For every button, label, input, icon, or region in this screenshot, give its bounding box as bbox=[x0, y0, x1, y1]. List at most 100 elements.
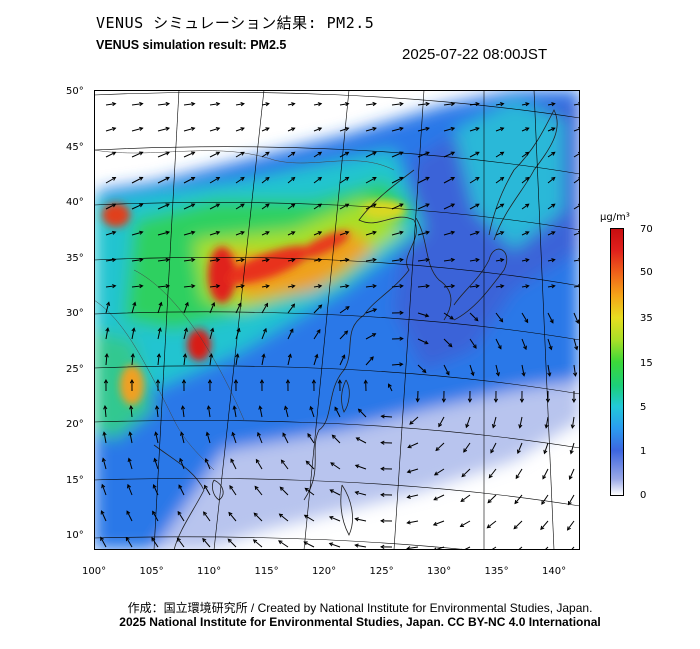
wind-arrow bbox=[129, 432, 133, 444]
wind-arrow-head bbox=[202, 537, 207, 543]
wind-arrow bbox=[469, 259, 479, 262]
wind-arrow bbox=[434, 468, 445, 476]
lat-label: 25° bbox=[66, 363, 84, 375]
wind-arrow bbox=[157, 177, 170, 184]
title-japanese: VENUS シミュレーション結果: PM2.5 bbox=[96, 14, 375, 32]
wind-arrow-head bbox=[165, 101, 171, 107]
wind-arrow-head bbox=[316, 328, 321, 334]
wind-arrow bbox=[261, 103, 269, 106]
wind-arrow-head bbox=[433, 547, 437, 550]
wind-arrow-head bbox=[258, 405, 263, 410]
wind-arrow-head bbox=[449, 315, 455, 320]
wind-arrow-head bbox=[157, 327, 162, 332]
wind-arrow-head bbox=[488, 474, 493, 479]
wind-arrow bbox=[105, 151, 116, 158]
wind-arrow-head bbox=[155, 379, 161, 384]
wind-arrow-head bbox=[111, 151, 117, 156]
wind-arrow bbox=[443, 338, 453, 347]
timestamp: 2025-07-22 08:00JST bbox=[402, 46, 548, 63]
wind-arrow-head bbox=[153, 457, 158, 463]
wind-arrow-head bbox=[500, 258, 505, 263]
wind-arrow-head bbox=[317, 284, 323, 289]
wind-arrow-head bbox=[433, 471, 439, 476]
wind-arrow-head bbox=[112, 284, 117, 289]
wind-arrow bbox=[261, 285, 269, 288]
wind-arrow bbox=[365, 231, 377, 236]
wind-arrow-head bbox=[450, 126, 456, 131]
wind-arrow bbox=[355, 464, 367, 470]
wind-arrow-head bbox=[254, 485, 259, 490]
wind-arrow bbox=[131, 354, 134, 366]
wind-arrow-head bbox=[542, 475, 547, 480]
wind-arrow bbox=[105, 354, 108, 366]
wind-arrow bbox=[495, 312, 503, 323]
wind-arrow-head bbox=[424, 340, 429, 345]
wind-arrow bbox=[570, 442, 575, 454]
colorbar-tick-label: 1 bbox=[640, 446, 647, 457]
wind-arrow bbox=[235, 285, 245, 288]
wind-arrow-head bbox=[525, 231, 530, 236]
wind-arrow-head bbox=[486, 524, 491, 529]
wind-arrow-head bbox=[103, 378, 109, 384]
wind-arrow-head bbox=[399, 126, 404, 131]
wind-arrow bbox=[209, 151, 220, 158]
wind-arrow bbox=[365, 308, 377, 314]
wind-arrow bbox=[339, 151, 349, 158]
wind-arrow bbox=[521, 103, 529, 106]
wind-arrow bbox=[209, 328, 214, 340]
wind-arrow bbox=[443, 127, 455, 132]
wind-arrow-head bbox=[372, 151, 377, 156]
wind-arrow-head bbox=[101, 483, 106, 489]
wind-arrow-head bbox=[470, 371, 475, 377]
wind-arrow-head bbox=[210, 327, 215, 332]
wind-arrow-head bbox=[240, 127, 245, 132]
wind-arrow bbox=[391, 103, 403, 106]
wind-arrow bbox=[391, 127, 403, 132]
wind-arrow-head bbox=[317, 151, 323, 156]
wind-arrow-head bbox=[240, 231, 245, 235]
credit-line: 作成：国立環境研究所 / Created by National Institu… bbox=[127, 601, 593, 615]
wind-arrow-head bbox=[127, 483, 131, 489]
wind-arrow-head bbox=[450, 176, 456, 181]
wind-arrow-head bbox=[345, 203, 350, 208]
wind-arrow bbox=[545, 416, 549, 428]
lat-label: 10° bbox=[66, 530, 84, 541]
hotspot-north-china bbox=[208, 247, 236, 303]
wind-arrow bbox=[103, 432, 107, 444]
wind-arrow-head bbox=[139, 257, 144, 263]
wind-arrow bbox=[209, 302, 215, 314]
wind-arrow-head bbox=[372, 101, 377, 107]
wind-arrow bbox=[547, 338, 552, 350]
wind-arrow-head bbox=[331, 434, 336, 439]
wind-arrow bbox=[180, 432, 185, 444]
wind-arrow-head bbox=[235, 353, 240, 358]
wind-arrow-head bbox=[525, 102, 530, 107]
wind-arrow-head bbox=[211, 301, 216, 307]
wind-arrow bbox=[521, 231, 529, 236]
wind-arrow bbox=[235, 259, 245, 262]
wind-arrow bbox=[131, 259, 143, 262]
wind-arrow-head bbox=[387, 383, 392, 388]
wind-arrow-head bbox=[372, 126, 377, 131]
wind-arrow bbox=[417, 127, 430, 132]
wind-arrow-head bbox=[240, 102, 245, 107]
wind-arrow-head bbox=[369, 356, 374, 361]
wind-arrow bbox=[463, 442, 471, 453]
wind-arrow bbox=[521, 151, 529, 158]
wind-arrow-head bbox=[363, 379, 368, 384]
wind-arrow-head bbox=[399, 203, 404, 208]
wind-arrow bbox=[282, 433, 289, 444]
wind-arrow bbox=[261, 177, 270, 184]
wind-arrow bbox=[495, 177, 504, 184]
wind-arrow-head bbox=[472, 344, 477, 349]
wind-arrow-head bbox=[236, 327, 241, 333]
wind-arrow-head bbox=[406, 494, 411, 499]
wind-arrow-head bbox=[450, 101, 456, 107]
colorbar-tick-label: 5 bbox=[640, 402, 647, 413]
wind-arrow bbox=[469, 364, 474, 376]
wind-arrow-head bbox=[265, 176, 270, 181]
wind-arrow bbox=[443, 151, 455, 158]
wind-arrow-head bbox=[499, 127, 505, 132]
wind-arrow bbox=[183, 103, 195, 106]
wind-arrow bbox=[287, 303, 295, 314]
